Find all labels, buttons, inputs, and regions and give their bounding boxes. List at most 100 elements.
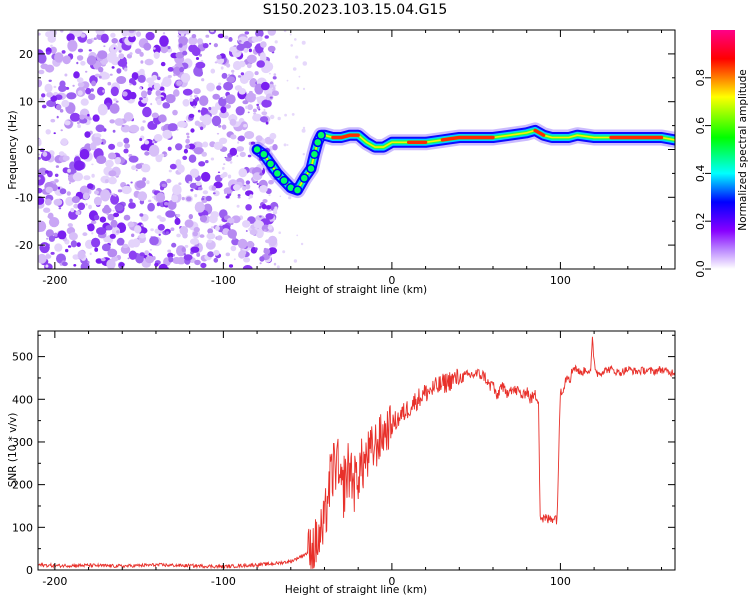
noise-speckle [212, 93, 220, 100]
noise-speckle [284, 113, 287, 117]
noise-speckle [237, 194, 241, 197]
noise-speckle [190, 128, 195, 133]
noise-speckle [112, 129, 116, 133]
noise-speckle [147, 202, 155, 212]
noise-speckle [46, 237, 49, 240]
noise-speckle [291, 113, 295, 116]
noise-speckle [217, 33, 225, 39]
ridge-peak [331, 133, 360, 140]
noise-speckle [139, 51, 144, 57]
noise-speckle [174, 217, 181, 225]
noise-speckle [189, 168, 200, 178]
noise-speckle [278, 231, 282, 234]
spectrogram-xlabel: Height of straight line (km) [285, 284, 427, 296]
noise-speckle [71, 196, 80, 204]
noise-speckle [165, 231, 170, 235]
noise-speckle [208, 106, 212, 111]
noise-speckle [154, 262, 159, 267]
noise-speckle [72, 172, 84, 182]
noise-speckle [269, 96, 273, 99]
noise-speckle [43, 207, 51, 213]
noise-speckle [177, 30, 188, 35]
noise-speckle [72, 254, 80, 260]
noise-speckle [182, 155, 188, 160]
noise-speckle [212, 192, 216, 195]
noise-speckle [123, 148, 129, 154]
ridge-blob [272, 168, 283, 179]
noise-speckle [45, 254, 52, 259]
spectrogram-xtick-label: 100 [550, 274, 571, 287]
noise-speckle [84, 131, 91, 138]
noise-speckle [128, 202, 136, 209]
noise-speckle [131, 233, 135, 238]
noise-speckle [53, 132, 56, 135]
noise-speckle [248, 48, 252, 53]
noise-speckle [60, 138, 68, 146]
snr-frame [37, 330, 676, 571]
noise-speckle [87, 224, 90, 227]
noise-speckle [128, 30, 135, 34]
noise-speckle [53, 85, 57, 89]
snr-series [38, 336, 675, 570]
noise-speckle [231, 72, 234, 75]
noise-speckle [244, 31, 250, 35]
noise-speckle [206, 232, 216, 240]
colorbar-tick-label: 0.4 [694, 165, 707, 183]
noise-speckle [237, 238, 248, 249]
noise-speckle [38, 170, 43, 174]
noise-speckle [168, 169, 172, 173]
snr-panel: -200 -100 0 100 0 100 200 300 400 500 Height of s… [7, 330, 676, 596]
noise-speckle [209, 42, 212, 45]
noise-speckle [193, 88, 201, 95]
noise-speckle [261, 203, 267, 210]
noise-speckle [57, 186, 61, 190]
noise-speckle [100, 33, 109, 43]
noise-speckle [45, 170, 49, 174]
noise-speckle [236, 155, 239, 157]
noise-speckle [201, 197, 205, 201]
noise-speckle [262, 199, 268, 203]
noise-speckle [259, 205, 262, 209]
noise-speckle [158, 263, 168, 269]
snr-axes: -200 -100 0 100 0 100 200 300 400 500 [12, 331, 675, 588]
noise-speckle [118, 50, 122, 53]
noise-speckle [90, 88, 94, 92]
noise-speckle [129, 124, 140, 133]
noise-speckle [70, 240, 77, 248]
noise-speckle [159, 35, 169, 47]
noise-speckle [53, 198, 63, 206]
noise-speckle [131, 72, 139, 81]
noise-speckle [116, 68, 122, 74]
noise-speckle [38, 253, 47, 264]
noise-speckle [165, 210, 176, 218]
noise-speckle [56, 115, 59, 119]
noise-speckle [80, 98, 89, 106]
noise-speckle [279, 195, 282, 198]
noise-speckle [167, 46, 171, 50]
noise-speckle [48, 235, 56, 242]
noise-speckle [38, 153, 41, 156]
noise-speckle [271, 90, 279, 96]
noise-speckle [298, 75, 301, 78]
ridge-peak [533, 128, 546, 137]
noise-speckle [273, 262, 277, 266]
noise-speckle [127, 257, 130, 260]
noise-speckle [121, 185, 132, 195]
noise-speckle [169, 163, 177, 170]
noise-speckle [102, 206, 112, 214]
noise-speckle [255, 135, 263, 142]
noise-speckle [56, 104, 62, 111]
noise-speckle [140, 95, 149, 104]
noise-speckle [80, 33, 86, 38]
noise-speckle [243, 47, 249, 53]
noise-speckle [50, 118, 56, 123]
noise-speckle [193, 226, 200, 233]
noise-speckle [182, 88, 193, 96]
noise-speckle [164, 201, 169, 206]
noise-speckle [167, 146, 172, 151]
noise-speckle [256, 105, 260, 110]
noise-speckle [260, 81, 270, 91]
noise-speckle [129, 91, 137, 100]
noise-speckle [182, 99, 190, 107]
noise-speckle [114, 204, 124, 212]
